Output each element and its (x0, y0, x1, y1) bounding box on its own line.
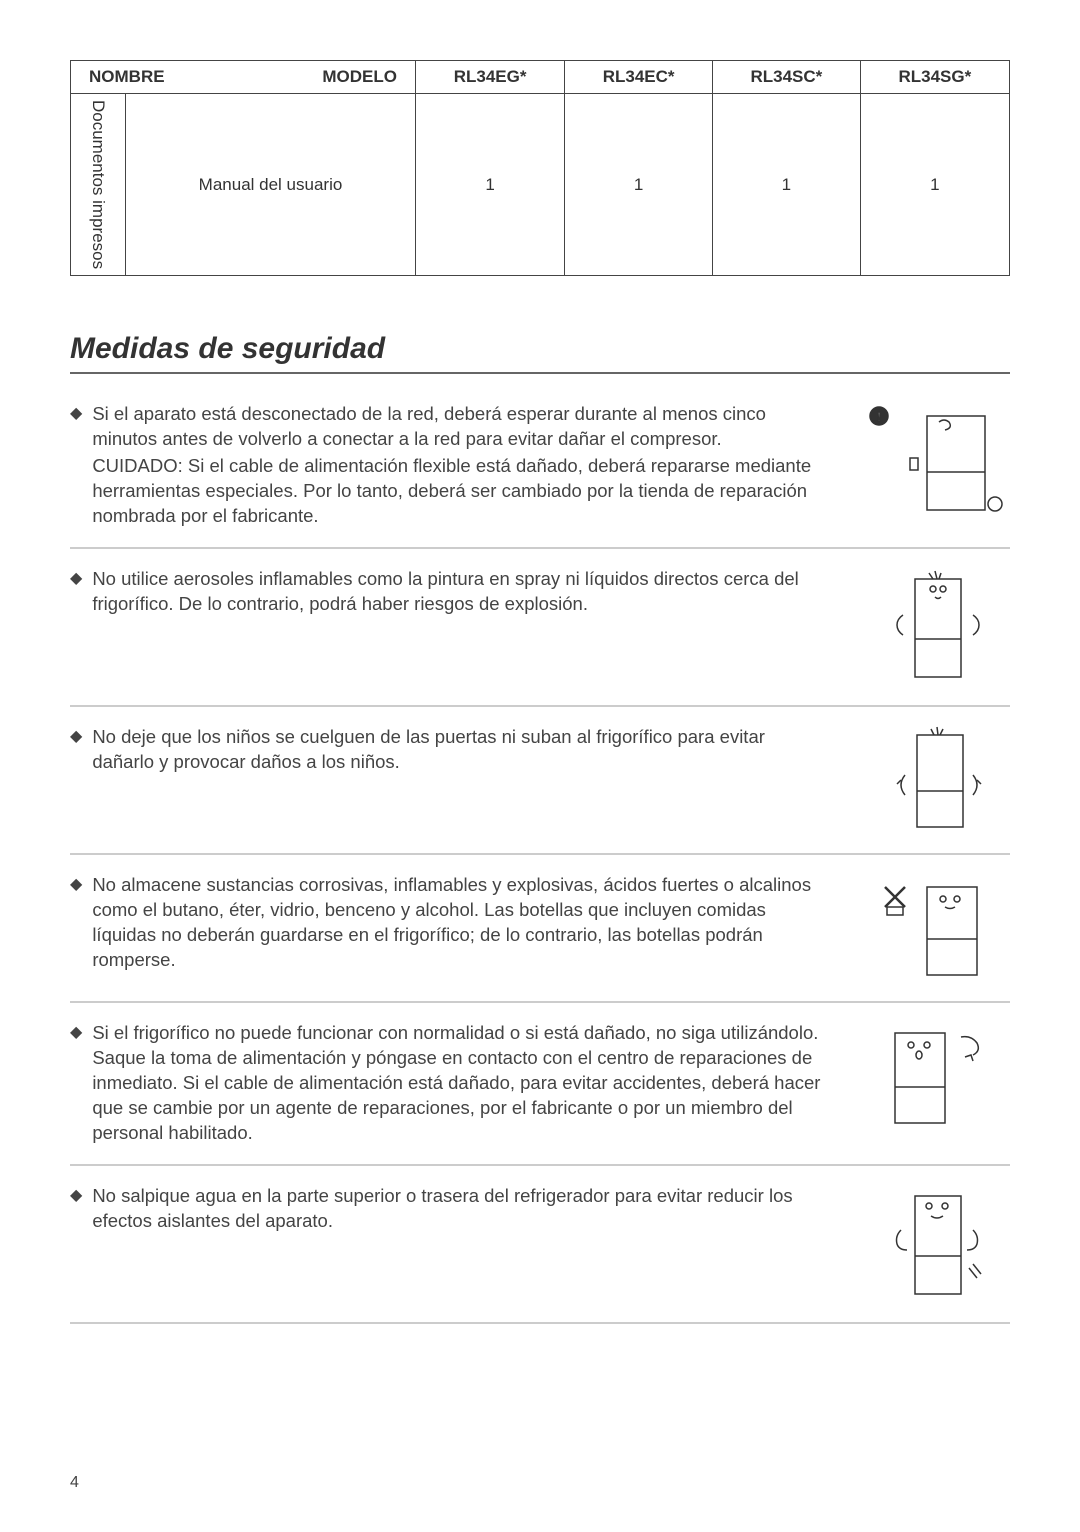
cell-m2: 1 (565, 94, 713, 276)
safety-illustration-unplug (860, 1021, 1010, 1131)
bullet-icon: ◆ (70, 403, 82, 425)
safety-illustration-child (860, 725, 1010, 835)
safety-illustration-spray (860, 567, 1010, 687)
header-model-4: RL34SG* (860, 61, 1009, 94)
page-number: 4 (70, 1474, 79, 1492)
bullet-icon: ◆ (70, 568, 82, 590)
safety-item: ◆ No deje que los niños se cuelguen de l… (70, 707, 1010, 855)
bullet-icon: ◆ (70, 726, 82, 748)
safety-main-text: No salpique agua en la parte superior o … (92, 1185, 792, 1231)
bullet-icon: ◆ (70, 1022, 82, 1044)
safety-main-text: Si el frigorífico no puede funcionar con… (92, 1022, 820, 1143)
table-row: Documentos impresos Manual del usuario 1… (71, 94, 1010, 276)
manual-page: NOMBRE MODELO RL34EG* RL34EC* RL34SC* RL… (0, 0, 1080, 1532)
safety-illustration-hazard (860, 873, 1010, 983)
safety-item: ◆ No utilice aerosoles inflamables como … (70, 549, 1010, 707)
cell-m3: 1 (712, 94, 860, 276)
safety-illustration-plug: ! (860, 402, 1010, 522)
cell-m1: 1 (416, 94, 565, 276)
safety-illustration-water (860, 1184, 1010, 1304)
row-category: Documentos impresos (71, 94, 126, 276)
header-model-1: RL34EG* (416, 61, 565, 94)
bullet-icon: ◆ (70, 874, 82, 896)
svg-text:!: ! (877, 409, 881, 424)
header-nombre: NOMBRE (81, 67, 165, 87)
title-rule (70, 372, 1010, 374)
safety-item: ◆ No almacene sustancias corrosivas, inf… (70, 855, 1010, 1003)
safety-main-text: No utilice aerosoles inflamables como la… (92, 568, 798, 614)
header-modelo: MODELO (322, 67, 405, 87)
safety-item: ◆ Si el aparato está desconectado de la … (70, 402, 1010, 549)
safety-list: ◆ Si el aparato está desconectado de la … (70, 402, 1010, 1324)
safety-item: ◆ Si el frigorífico no puede funcionar c… (70, 1003, 1010, 1166)
bullet-icon: ◆ (70, 1185, 82, 1207)
model-table: NOMBRE MODELO RL34EG* RL34EC* RL34SC* RL… (70, 60, 1010, 276)
safety-main-text: No almacene sustancias corrosivas, infla… (92, 874, 811, 970)
safety-main-text: No deje que los niños se cuelguen de las… (92, 726, 765, 772)
row-item: Manual del usuario (126, 94, 416, 276)
table-header-row: NOMBRE MODELO RL34EG* RL34EC* RL34SC* RL… (71, 61, 1010, 94)
header-model-3: RL34SC* (712, 61, 860, 94)
header-model-2: RL34EC* (565, 61, 713, 94)
section-title: Medidas de seguridad (70, 332, 1010, 366)
safety-main-text: Si el aparato está desconectado de la re… (92, 403, 766, 449)
cell-m4: 1 (860, 94, 1009, 276)
caution-label: CUIDADO: (92, 455, 188, 476)
safety-item: ◆ No salpique agua en la parte superior … (70, 1166, 1010, 1324)
caution-text: Si el cable de alimentación flexible est… (92, 455, 811, 526)
